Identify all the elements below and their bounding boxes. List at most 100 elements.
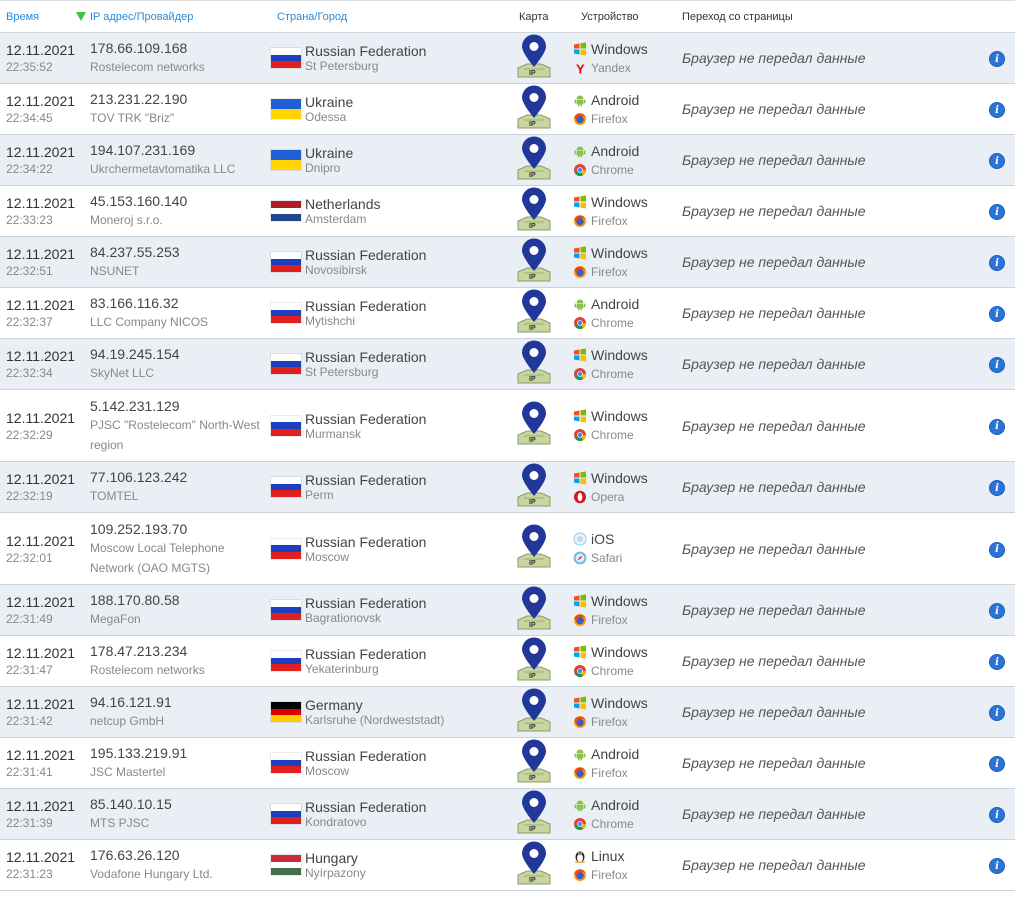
svg-text:IP: IP bbox=[529, 121, 536, 128]
info-icon[interactable]: i bbox=[989, 654, 1005, 671]
ip-address[interactable]: 94.19.245.154 bbox=[90, 346, 180, 362]
map-pin-icon[interactable]: IP bbox=[514, 790, 554, 834]
svg-text:IP: IP bbox=[529, 877, 536, 884]
info-icon[interactable]: i bbox=[989, 541, 1005, 558]
country-name: Germany bbox=[305, 697, 363, 713]
os-name: iOS bbox=[591, 531, 615, 547]
city-name: Kondratovo bbox=[305, 815, 367, 829]
map-pin-icon[interactable]: IP bbox=[514, 586, 554, 630]
map-pin-icon[interactable]: IP bbox=[514, 85, 554, 129]
referer-text: Браузер не передал данные bbox=[682, 203, 866, 219]
chrome-icon bbox=[573, 367, 587, 381]
ip-address[interactable]: 194.107.231.169 bbox=[90, 142, 196, 158]
map-pin-icon[interactable]: IP bbox=[514, 401, 554, 445]
column-header-ip[interactable]: IP адрес/Провайдер bbox=[76, 0, 271, 33]
info-icon[interactable]: i bbox=[989, 102, 1005, 119]
info-icon[interactable]: i bbox=[989, 603, 1005, 620]
windows-icon bbox=[573, 696, 587, 710]
os-name: Android bbox=[591, 142, 640, 159]
ip-cell: 178.66.109.168 Rostelecom networks bbox=[90, 32, 271, 84]
visit-time: 22:31:41 bbox=[6, 765, 53, 779]
referer-text: Браузер не передал данные bbox=[682, 101, 866, 117]
geo-cell: Netherlands Amsterdam bbox=[271, 185, 494, 237]
ip-address[interactable]: 94.16.121.91 bbox=[90, 694, 172, 710]
visit-date: 12.11.2021 bbox=[6, 594, 76, 610]
table-row: 12.11.2021 22:32:29 5.142.231.129 PJSC "Ros… bbox=[0, 389, 1015, 462]
referer-cell: Браузер не передал данные bbox=[675, 512, 989, 585]
sort-arrow-icon bbox=[76, 12, 86, 22]
chrome-icon bbox=[573, 817, 587, 831]
map-pin-icon[interactable]: IP bbox=[514, 340, 554, 384]
ip-address[interactable]: 77.106.123.242 bbox=[90, 469, 188, 485]
map-pin-icon[interactable]: IP bbox=[514, 637, 554, 681]
city-name: Moscow bbox=[305, 549, 350, 564]
info-icon[interactable]: i bbox=[989, 756, 1005, 773]
column-header-geo[interactable]: Страна/Город bbox=[271, 0, 494, 33]
visit-time: 22:34:22 bbox=[6, 162, 53, 176]
map-pin-icon[interactable]: IP bbox=[514, 739, 554, 783]
map-pin-icon[interactable]: IP bbox=[514, 524, 554, 568]
info-icon[interactable]: i bbox=[989, 51, 1005, 68]
referer-text: Браузер не передал данные bbox=[682, 254, 866, 270]
geo-cell: Russian Federation Yekaterinburg bbox=[271, 635, 494, 687]
ip-address[interactable]: 45.153.160.140 bbox=[90, 193, 188, 209]
referer-cell: Браузер не передал данные bbox=[675, 134, 989, 186]
ip-address[interactable]: 84.237.55.253 bbox=[90, 244, 180, 260]
info-icon[interactable]: i bbox=[989, 480, 1005, 497]
ip-cell: 188.170.80.58 MegaFon bbox=[90, 584, 271, 636]
flag-ru-icon bbox=[271, 651, 301, 672]
ip-address[interactable]: 5.142.231.129 bbox=[90, 397, 180, 414]
info-icon[interactable]: i bbox=[989, 255, 1005, 272]
info-icon[interactable]: i bbox=[989, 807, 1005, 824]
ip-address[interactable]: 85.140.10.15 bbox=[90, 796, 172, 812]
referer-cell: Браузер не передал данные bbox=[675, 635, 989, 687]
map-pin-icon[interactable]: IP bbox=[514, 238, 554, 282]
yandex-icon: Y bbox=[573, 61, 587, 75]
ip-cell: 85.140.10.15 MTS PJSC bbox=[90, 788, 271, 840]
visit-date: 12.11.2021 bbox=[6, 246, 76, 262]
map-pin-icon[interactable]: IP bbox=[514, 34, 554, 78]
ip-address[interactable]: 178.47.213.234 bbox=[90, 643, 188, 659]
visit-date: 12.11.2021 bbox=[6, 42, 76, 58]
provider-name: Ukrchermetavtomatika LLC bbox=[90, 162, 236, 176]
time-cell: 12.11.2021 22:32:51 bbox=[0, 236, 90, 288]
info-icon[interactable]: i bbox=[989, 705, 1005, 722]
ip-address[interactable]: 213.231.22.190 bbox=[90, 91, 188, 107]
ip-address[interactable]: 195.133.219.91 bbox=[90, 745, 188, 761]
device-cell: Windows Chrome bbox=[573, 389, 675, 462]
info-icon[interactable]: i bbox=[989, 418, 1005, 435]
map-pin-icon[interactable]: IP bbox=[514, 841, 554, 885]
ip-address[interactable]: 178.66.109.168 bbox=[90, 40, 188, 56]
map-pin-icon[interactable]: IP bbox=[514, 289, 554, 333]
geo-cell: Russian Federation Murmansk bbox=[271, 389, 494, 462]
provider-name: JSC Mastertel bbox=[90, 765, 166, 779]
map-pin-icon[interactable]: IP bbox=[514, 187, 554, 231]
svg-text:IP: IP bbox=[529, 560, 536, 567]
map-cell: IP bbox=[494, 461, 573, 513]
ip-address[interactable]: 188.170.80.58 bbox=[90, 592, 180, 608]
geo-cell: Russian Federation Perm bbox=[271, 461, 494, 513]
map-pin-icon[interactable]: IP bbox=[514, 136, 554, 180]
device-cell: Windows Chrome bbox=[573, 635, 675, 687]
info-icon[interactable]: i bbox=[989, 153, 1005, 170]
info-icon[interactable]: i bbox=[989, 204, 1005, 221]
info-icon[interactable]: i bbox=[989, 357, 1005, 374]
info-icon[interactable]: i bbox=[989, 306, 1005, 323]
info-icon[interactable]: i bbox=[989, 858, 1005, 875]
map-pin-icon[interactable]: IP bbox=[514, 688, 554, 732]
ip-cell: 195.133.219.91 JSC Mastertel bbox=[90, 737, 271, 789]
time-cell: 12.11.2021 22:31:49 bbox=[0, 584, 90, 636]
geo-cell: Ukraine Odessa bbox=[271, 83, 494, 135]
column-header-time[interactable]: Время bbox=[0, 0, 90, 33]
map-pin-icon[interactable]: IP bbox=[514, 463, 554, 507]
column-header-map: Карта bbox=[494, 0, 573, 33]
map-cell: IP bbox=[494, 839, 573, 891]
ip-address[interactable]: 109.252.193.70 bbox=[90, 520, 188, 537]
provider-name: MegaFon bbox=[90, 612, 141, 626]
windows-icon bbox=[573, 471, 587, 485]
flag-ru-icon bbox=[271, 600, 301, 621]
ip-address[interactable]: 176.63.26.120 bbox=[90, 847, 180, 863]
os-name: Android bbox=[591, 796, 640, 813]
ip-address[interactable]: 83.166.116.32 bbox=[90, 295, 179, 311]
table-row: 12.11.2021 22:32:01 109.252.193.70 Moscow L… bbox=[0, 512, 1015, 585]
